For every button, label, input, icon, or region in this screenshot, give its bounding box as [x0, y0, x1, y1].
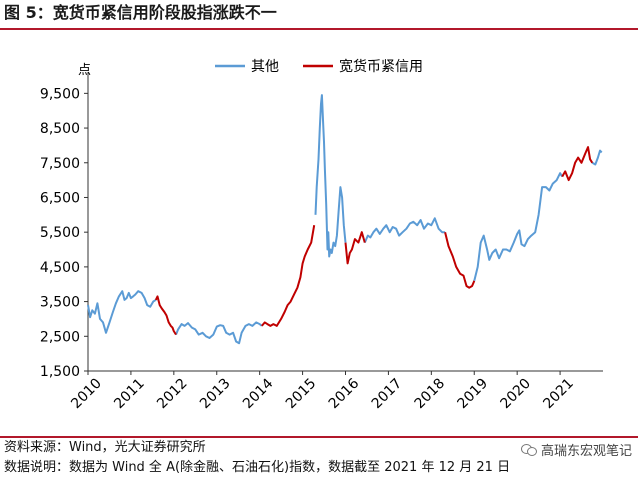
wechat-icon: [520, 443, 537, 456]
x-tick-label: 2020: [497, 376, 534, 413]
y-tick-label: 9,500: [40, 86, 80, 102]
x-tick-label: 2011: [111, 376, 148, 413]
x-tick-label: 2019: [455, 376, 492, 413]
series-other-line: [87, 290, 157, 334]
data-note: 数据说明：数据为 Wind 全 A(除金融、石油石化)指数，数据截至 2021 …: [4, 460, 511, 475]
x-tick-label: 2018: [412, 376, 449, 413]
series-other-line: [314, 94, 347, 258]
y-tick-label: 2,500: [40, 329, 80, 345]
y-tick-label: 3,500: [40, 295, 80, 311]
series-easy-money-tight-credit-line: [261, 225, 316, 327]
bottom-rule: [0, 436, 638, 438]
y-tick-label: 1,500: [40, 364, 80, 380]
y-tick-label: 6,500: [40, 190, 80, 206]
top-rule: [0, 28, 638, 30]
x-tick-label: 2013: [197, 376, 234, 413]
watermark: 高瑞东宏观笔记: [520, 440, 632, 459]
x-tick-label: 2012: [154, 376, 191, 413]
y-tick-label: 5,500: [40, 225, 80, 241]
series-easy-money-tight-credit-line: [444, 231, 476, 289]
x-tick-label: 2014: [240, 375, 277, 412]
x-tick-label: 2016: [326, 375, 363, 412]
legend-label-easy-money-tight-credit: 宽货币紧信用: [339, 58, 423, 75]
y-tick-label: 8,500: [40, 121, 80, 137]
series-easy-money-tight-credit-line: [154, 295, 177, 336]
x-tick-label: 2015: [283, 376, 320, 413]
series-other-line: [175, 321, 263, 345]
line-chart: 1,500 2,500 3,500 4,500 5,500 6,500 7,500 8,500…: [40, 58, 603, 413]
watermark-text: 高瑞东宏观笔记: [540, 444, 632, 459]
legend-label-other: 其他: [251, 59, 279, 75]
x-tick-label: 2017: [369, 376, 406, 413]
x-tick-label: 2021: [540, 376, 577, 413]
series-easy-money-tight-credit-line: [344, 231, 366, 265]
y-tick-label: 4,500: [40, 260, 80, 276]
source-note: 资料来源：Wind，光大证券研究所: [4, 440, 206, 455]
y-tick-label: 7,500: [40, 156, 80, 172]
x-tick-label: 2010: [68, 376, 105, 413]
series-other-line: [591, 149, 603, 166]
series-other-line: [473, 172, 564, 282]
y-axis-unit: 点: [78, 63, 91, 78]
series-other-line: [363, 217, 446, 243]
figure-title: 图 5：宽货币紧信用阶段股指涨跌不一: [4, 3, 277, 22]
series-easy-money-tight-credit-line: [561, 146, 594, 182]
